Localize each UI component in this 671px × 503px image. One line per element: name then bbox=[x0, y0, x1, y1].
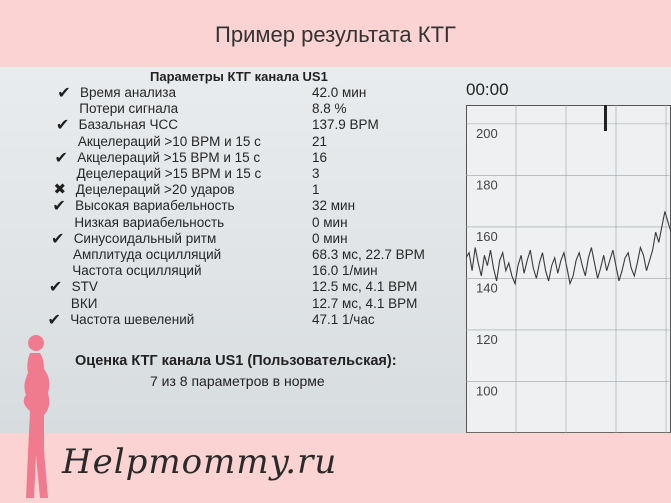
checkmark-icon: ✔ bbox=[57, 85, 71, 102]
param-value: 68.3 мс, 22.7 BPM bbox=[312, 247, 425, 262]
param-label: STV bbox=[71, 279, 98, 295]
brand-logo: Helpmommy.ru bbox=[62, 442, 338, 482]
param-label: Децелераций >15 BPM и 15 с bbox=[76, 166, 262, 181]
param-value: 47.1 1/час bbox=[312, 311, 375, 327]
evaluation-result: 7 из 8 параметров в норме bbox=[150, 373, 325, 389]
checkmark-icon: ✔ bbox=[47, 311, 61, 329]
y-tick-label: 160 bbox=[476, 229, 498, 244]
param-label: Акцелераций >10 BPM и 15 с bbox=[77, 133, 261, 149]
param-label: Децелераций >20 ударов bbox=[75, 182, 235, 198]
checkmark-icon: ✔ bbox=[50, 230, 65, 248]
param-value: 3 bbox=[312, 166, 320, 181]
fhr-trace-line bbox=[466, 211, 671, 286]
param-value: 32 мин bbox=[312, 198, 356, 214]
checkmark-icon: ✔ bbox=[54, 149, 68, 167]
brand-strip bbox=[0, 433, 671, 503]
param-label: Низкая вариабельность bbox=[74, 214, 225, 230]
param-value: 12.5 мс, 4.1 BPM bbox=[312, 279, 418, 295]
param-value: 8.8 % bbox=[312, 101, 347, 117]
y-tick-label: 100 bbox=[476, 383, 498, 398]
y-tick-label: 140 bbox=[476, 280, 498, 295]
banner-title: Пример результата КТГ bbox=[215, 22, 456, 47]
param-label: Частота осцилляций bbox=[72, 263, 202, 279]
ctg-printout-photo: Параметры КТГ канала US1 ✔ Время анализа 4… bbox=[0, 67, 671, 433]
param-label: Синусоидальный ритм bbox=[73, 230, 217, 246]
checkmark-icon: ✔ bbox=[52, 198, 66, 216]
param-label: Частота шевелений bbox=[70, 311, 195, 327]
evaluation-title: Оценка КТГ канала US1 (Пользовательская)… bbox=[75, 353, 397, 369]
param-label: Акцелераций >15 BPM и 15 с bbox=[77, 149, 261, 165]
param-value: 16 bbox=[312, 149, 328, 165]
param-value: 42.0 мин bbox=[312, 85, 367, 100]
checkmark-icon: ✔ bbox=[55, 117, 70, 135]
chart-start-marker bbox=[604, 105, 607, 131]
param-label: Базальная ЧСС bbox=[78, 117, 178, 133]
y-tick-label: 180 bbox=[476, 177, 498, 192]
param-label: ВКИ bbox=[70, 295, 98, 311]
y-tick-label: 200 bbox=[476, 126, 498, 141]
param-value: 16.0 1/мин bbox=[312, 263, 378, 279]
param-value: 1 bbox=[312, 182, 320, 198]
chart-time-label: 00:00 bbox=[466, 80, 509, 99]
y-tick-label: 120 bbox=[476, 332, 498, 347]
param-value: 0 мин bbox=[312, 230, 348, 246]
checkmark-icon: ✔ bbox=[48, 279, 63, 297]
cross-icon: ✖ bbox=[53, 181, 67, 199]
param-label: Потери сигнала bbox=[79, 101, 179, 117]
param-value: 12.7 мс, 4.1 BPM bbox=[312, 295, 418, 311]
param-label: Высокая вариабельность bbox=[75, 198, 235, 214]
param-value: 0 мин bbox=[312, 214, 348, 230]
param-value: 137.9 BPM bbox=[312, 117, 379, 133]
params-header: Параметры КТГ канала US1 bbox=[150, 69, 328, 84]
ctg-chart: 20018016014012010080 bbox=[466, 105, 671, 433]
param-label: Время анализа bbox=[80, 85, 176, 100]
param-label: Амплитуда осцилляций bbox=[73, 247, 222, 262]
pregnant-woman-silhouette-icon bbox=[23, 335, 50, 498]
param-value: 21 bbox=[312, 133, 328, 149]
chart-frame bbox=[466, 105, 671, 433]
